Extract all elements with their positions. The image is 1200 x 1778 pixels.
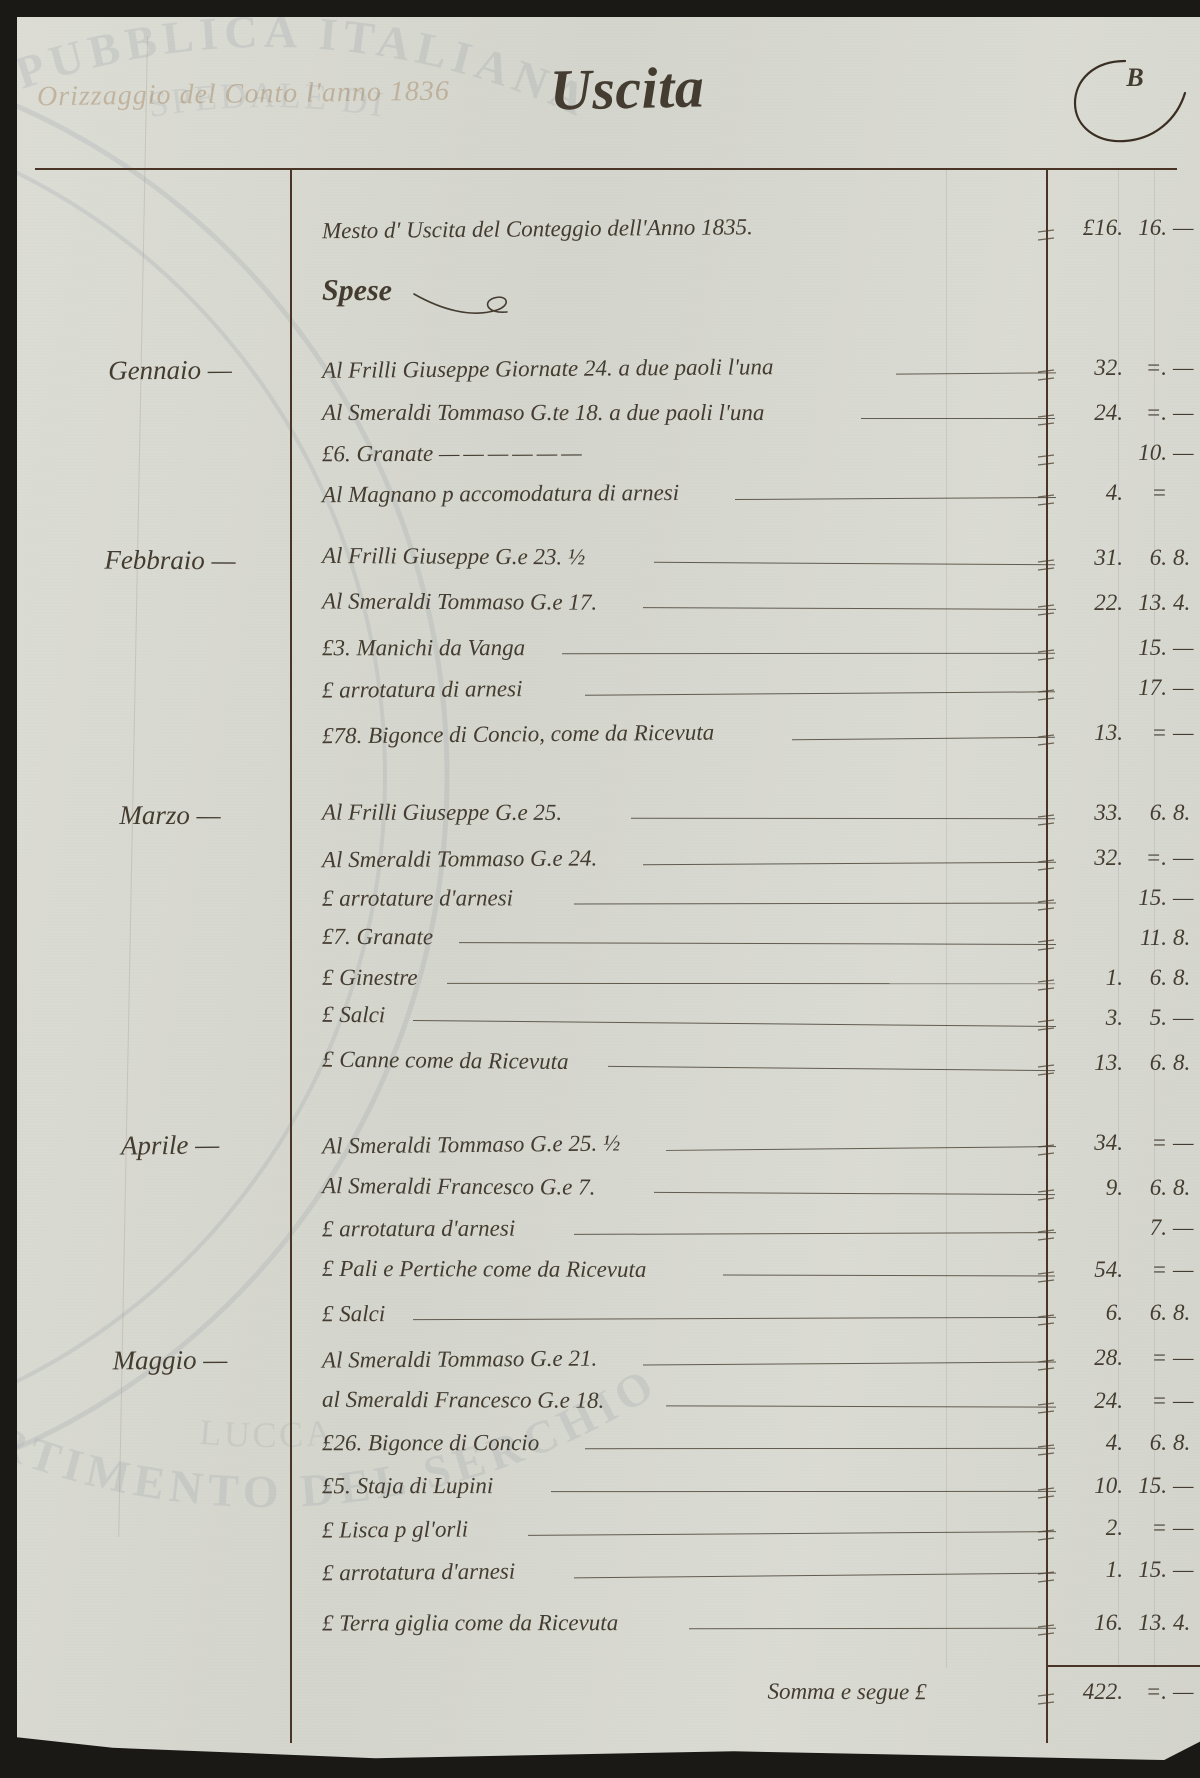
svg-text:LUCCA: LUCCA (198, 1412, 336, 1455)
